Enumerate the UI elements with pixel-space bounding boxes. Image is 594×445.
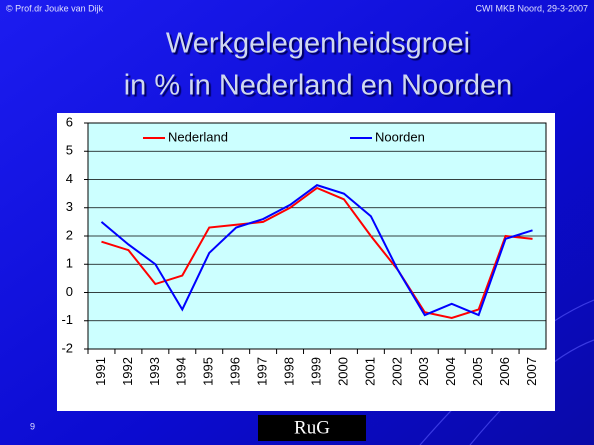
x-tick-label: 1997 [255,357,270,386]
logo-box [258,415,366,441]
x-tick-label: 2000 [335,357,350,386]
legend-label: Nederland [168,129,228,144]
legend-label: Noorden [375,129,425,144]
x-tick-label: 2002 [389,357,404,386]
line-series [101,186,533,319]
header-right: CWI MKB Noord, 29-3-2007 [475,3,588,13]
y-tick-label: -2 [61,340,73,355]
x-tick-label: 2006 [497,357,512,386]
y-tick-label: 0 [66,284,73,299]
y-tick-label: 6 [66,114,73,129]
header-left: © Prof.dr Jouke van Dijk [6,3,104,13]
y-tick-label: -1 [61,312,73,327]
x-tick-label: 1995 [201,357,216,386]
chart-title: Werkgelegenheidsgroei [166,28,470,60]
x-tick-label: 2005 [470,357,485,386]
y-tick-label: 3 [66,199,73,214]
line-series [100,184,533,317]
x-tick-label: 1992 [120,357,135,386]
x-tick-label: 2003 [416,357,431,386]
page-number: 9 [30,421,35,431]
y-tick-label: 1 [66,256,73,271]
x-tick-label: 1991 [93,357,108,386]
x-tick-label: 1993 [147,357,162,386]
chart-title: in % in Nederland en Noorden [124,70,513,102]
x-tick-label: 1998 [281,357,296,386]
x-tick-label: 1994 [174,357,189,386]
y-tick-label: 5 [66,143,73,158]
x-tick-label: 2004 [443,357,458,386]
y-tick-label: 2 [66,227,73,242]
x-tick-label: 2001 [362,357,377,386]
x-tick-label: 1999 [308,357,323,386]
logo: RuG [294,417,330,438]
x-tick-label: 2007 [524,357,539,386]
y-tick-label: 4 [66,171,73,186]
x-tick-label: 1996 [228,357,243,386]
